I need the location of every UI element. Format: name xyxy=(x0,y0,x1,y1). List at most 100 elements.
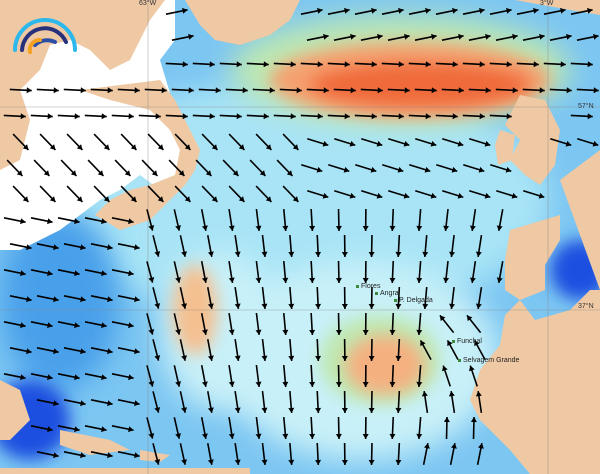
arrow-head xyxy=(207,303,214,309)
arrow-head xyxy=(47,322,53,329)
arrow-head xyxy=(209,61,215,68)
arrow-head xyxy=(288,251,295,257)
arrow-head xyxy=(26,87,32,94)
arrow-head xyxy=(566,87,572,94)
arrow-head xyxy=(43,170,50,176)
arrow-head xyxy=(593,87,599,94)
arrow-head xyxy=(211,196,218,202)
arrow-head xyxy=(448,391,455,397)
arrow-head xyxy=(255,433,262,439)
place-p-delgada: P. Delgada xyxy=(394,297,433,304)
arrow-head xyxy=(395,251,402,257)
arrow-head xyxy=(368,355,375,361)
arrow-head xyxy=(512,87,518,94)
arrow-head xyxy=(403,192,410,199)
arrow-head xyxy=(424,443,430,449)
arrow-head xyxy=(309,433,316,439)
arrow-head xyxy=(344,61,350,68)
arrow-head xyxy=(228,381,235,387)
arrow-head xyxy=(101,322,107,329)
rainbow-waves-logo xyxy=(13,18,77,54)
arrow-head xyxy=(80,87,86,94)
arrow-head xyxy=(288,407,295,413)
arrow-head xyxy=(421,391,428,397)
arrow-head xyxy=(288,303,295,309)
arrow-head xyxy=(47,270,53,277)
arrow-head xyxy=(587,61,593,68)
arrow-head xyxy=(134,296,140,303)
lon-label-63w: 63°W xyxy=(139,0,157,7)
place-flores: Flores xyxy=(356,283,380,290)
arrow-head xyxy=(376,140,383,147)
arrow-head xyxy=(134,452,140,459)
arrow-head xyxy=(323,33,329,40)
arrow-head xyxy=(101,270,107,277)
arrow-head xyxy=(26,244,32,251)
arrow-head xyxy=(80,348,86,355)
arrow-head xyxy=(47,113,53,120)
arrow-head xyxy=(484,192,491,199)
arrow-head xyxy=(425,113,431,120)
arrow-head xyxy=(242,87,248,94)
arrow-head xyxy=(315,407,322,413)
arrow-head xyxy=(592,140,599,147)
arrow-head xyxy=(47,426,53,433)
arrow-head xyxy=(371,61,377,68)
arrow-head xyxy=(207,251,214,257)
arrow-head xyxy=(157,144,164,150)
arrow-head xyxy=(292,144,299,150)
arrow-head xyxy=(469,225,476,231)
arrow-head xyxy=(286,170,293,176)
arrow-head xyxy=(130,196,137,202)
arrow-head xyxy=(479,7,485,14)
arrow-head xyxy=(148,329,155,335)
arrow-head xyxy=(416,225,423,231)
arrow-head xyxy=(103,196,110,202)
arrow-head xyxy=(430,140,437,147)
arrow-head xyxy=(47,218,53,225)
arrow-head xyxy=(107,348,113,355)
arrow-head xyxy=(457,192,464,199)
arrow-head xyxy=(466,315,473,322)
lat-label-37n: 37°N xyxy=(578,303,594,310)
arrow-head xyxy=(344,7,350,14)
arrow-head xyxy=(533,61,539,68)
arrow-head xyxy=(398,7,404,14)
arrow-head xyxy=(451,166,458,173)
arrow-head xyxy=(261,407,268,413)
arrow-head xyxy=(335,381,342,387)
arrow-head xyxy=(506,113,512,120)
arrow-head xyxy=(362,277,369,283)
arrow-head xyxy=(161,87,167,94)
arrow-head xyxy=(134,244,140,251)
arrow-head xyxy=(107,244,113,251)
arrow-head xyxy=(296,87,302,94)
arrow-head xyxy=(288,459,295,465)
arrow-head xyxy=(349,192,356,199)
arrow-head xyxy=(362,381,369,387)
arrow-head xyxy=(443,225,450,231)
arrow-head xyxy=(309,225,316,231)
arrow-head xyxy=(376,192,383,199)
arrow-head xyxy=(322,192,329,199)
arrow-head xyxy=(470,417,477,423)
arrow-head xyxy=(496,225,503,231)
arrow-head xyxy=(155,113,161,120)
arrow-head xyxy=(505,166,512,173)
arrow-head xyxy=(259,170,266,176)
arrow-head xyxy=(148,277,155,283)
arrow-head xyxy=(404,33,410,40)
lon-label-3w: 3°W xyxy=(540,0,554,7)
arrow-head xyxy=(178,170,185,176)
arrow-head xyxy=(211,144,218,150)
arrow-head xyxy=(181,303,187,309)
arrow-head xyxy=(506,61,512,68)
arrow-head xyxy=(282,329,289,335)
arrow-head xyxy=(395,303,402,309)
arrow-head xyxy=(496,277,503,283)
arrow-head xyxy=(181,407,187,413)
arrow-head xyxy=(20,270,26,277)
arrow-head xyxy=(416,277,423,283)
